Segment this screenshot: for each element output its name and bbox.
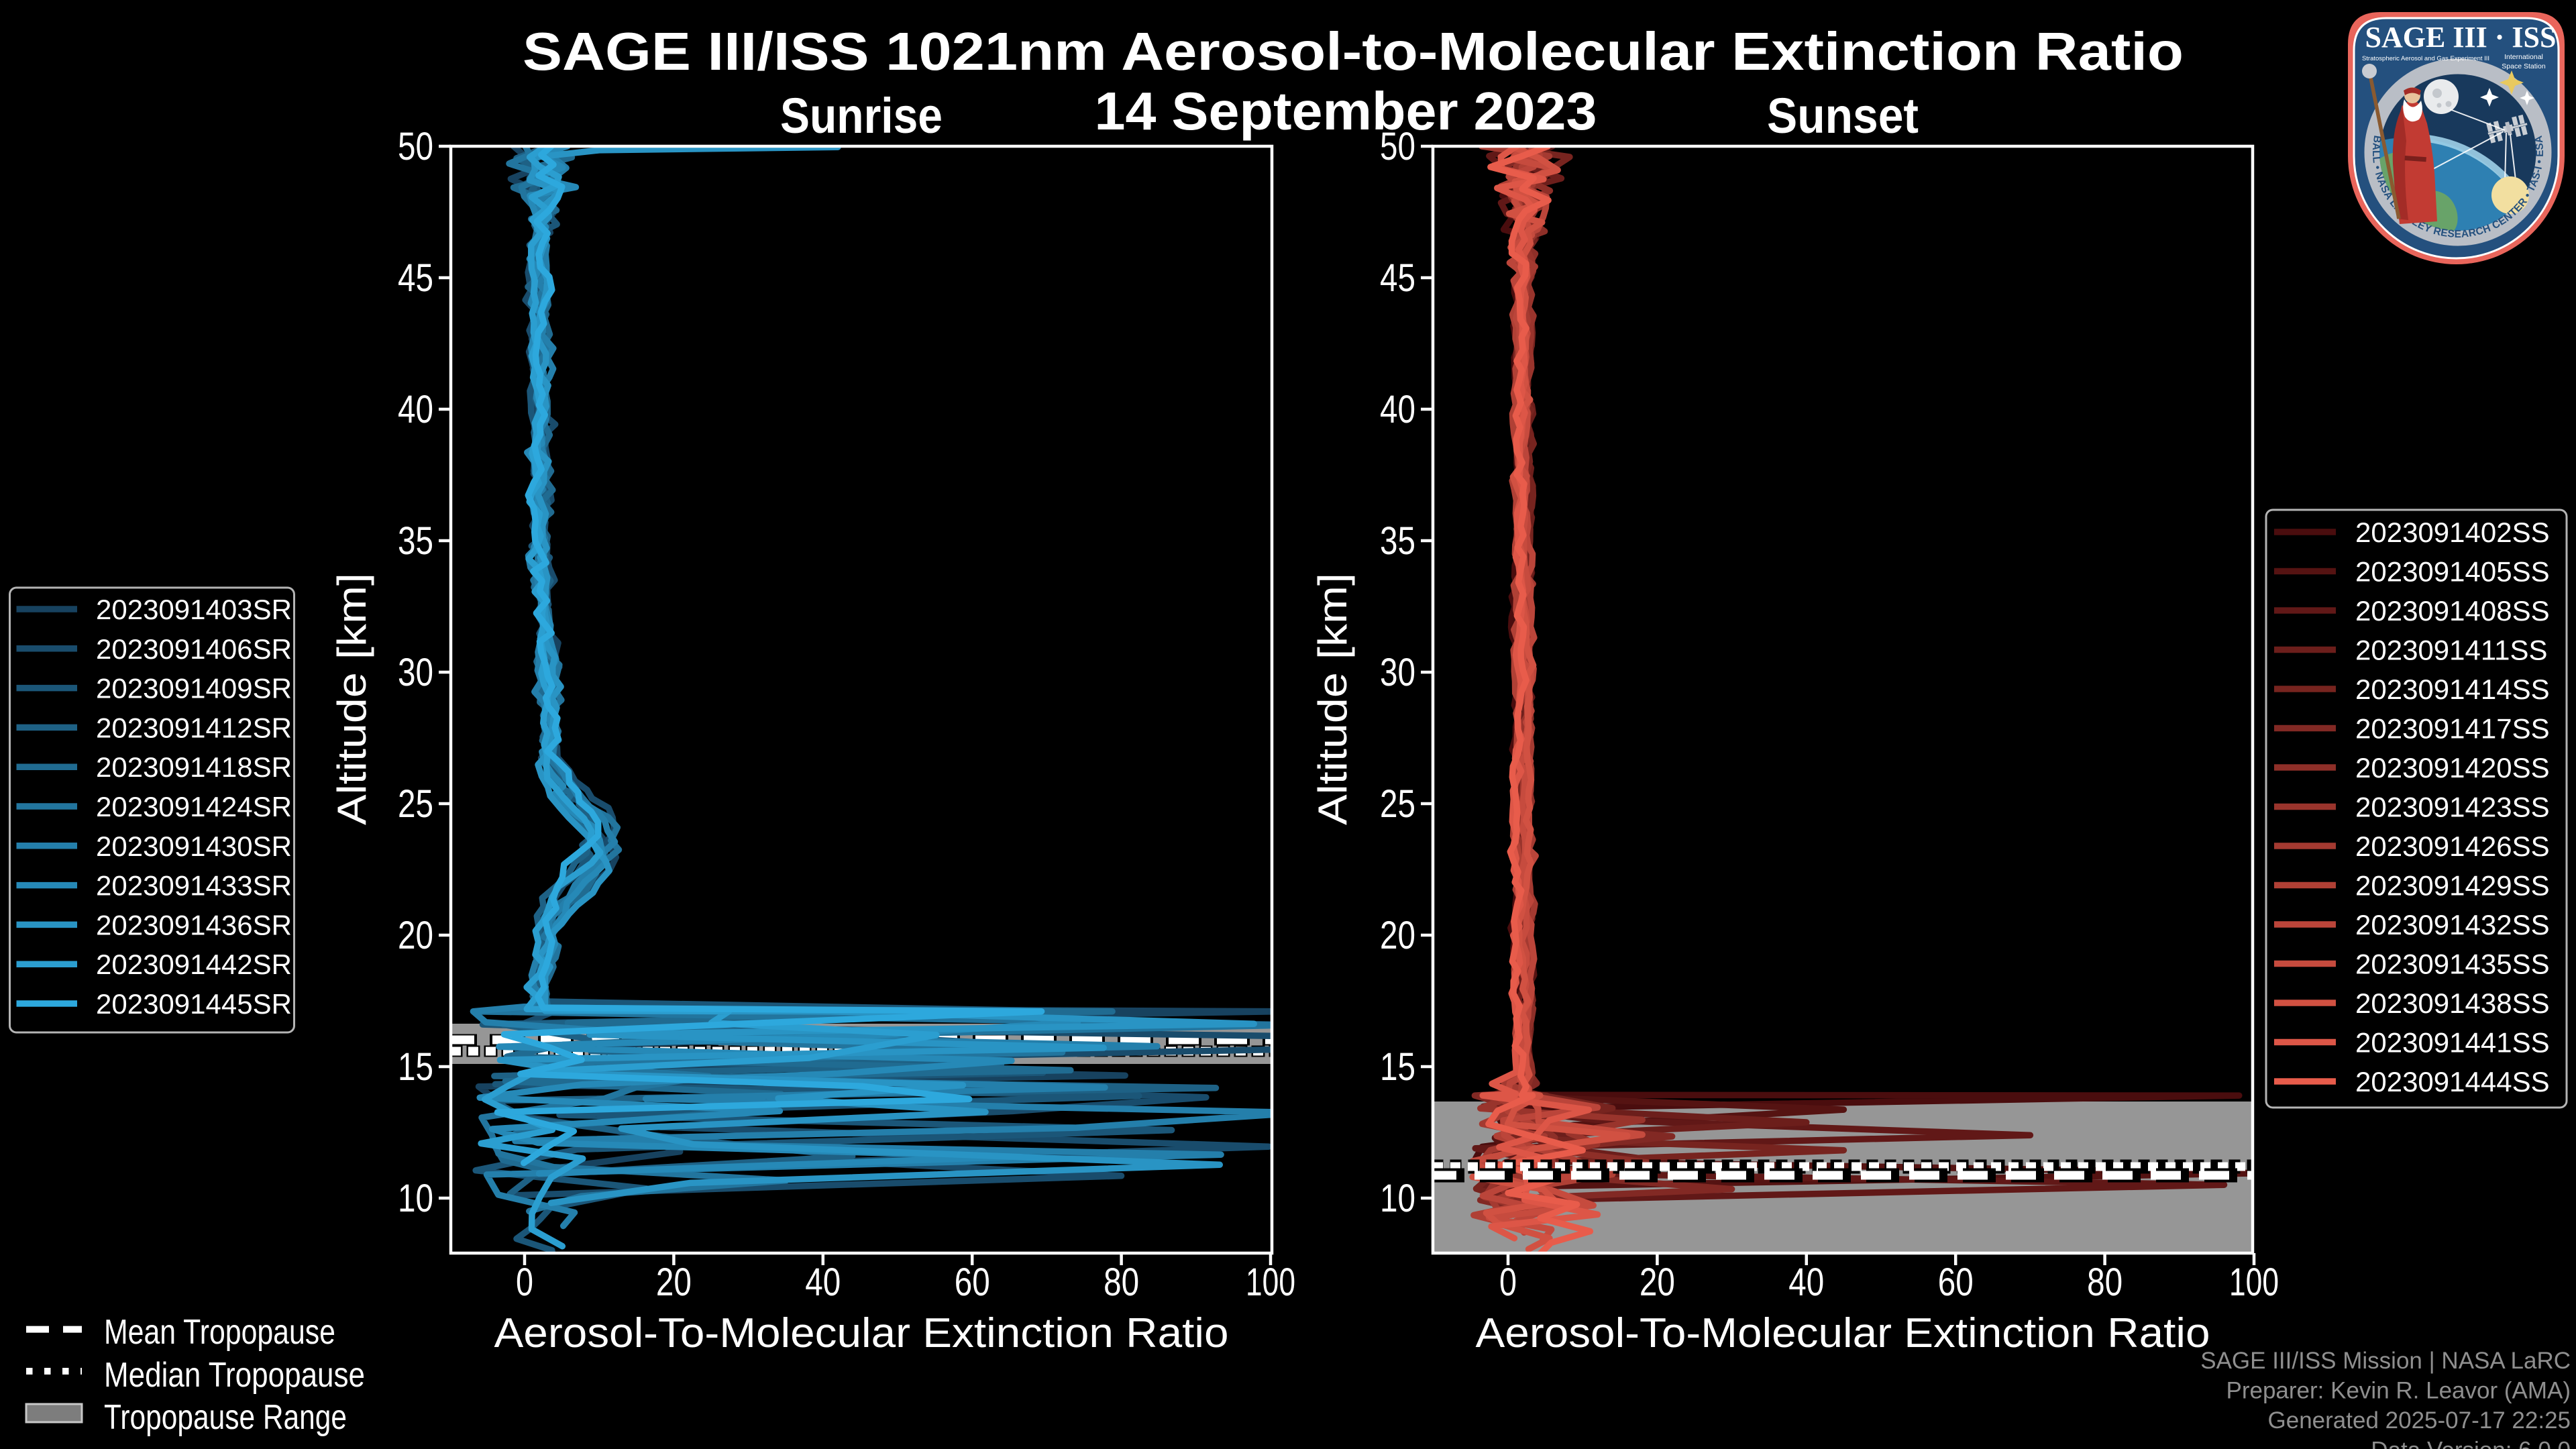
svg-text:2023091432SS: 2023091432SS	[2355, 909, 2550, 941]
svg-text:SAGE III/ISS 1021nm Aerosol-to: SAGE III/ISS 1021nm Aerosol-to-Molecular…	[523, 21, 2184, 81]
svg-text:40: 40	[398, 388, 433, 431]
svg-text:2023091405SS: 2023091405SS	[2355, 556, 2550, 588]
svg-text:2023091403SR: 2023091403SR	[96, 594, 292, 625]
svg-text:15: 15	[1380, 1045, 1415, 1089]
svg-text:25: 25	[398, 782, 433, 826]
svg-text:Median Tropopause: Median Tropopause	[104, 1356, 365, 1395]
svg-text:2023091445SR: 2023091445SR	[96, 988, 292, 1020]
svg-text:Altitude [km]: Altitude [km]	[329, 573, 374, 825]
svg-text:Data Version: 6.0.0: Data Version: 6.0.0	[2371, 1438, 2571, 1449]
svg-text:25: 25	[1380, 782, 1415, 826]
svg-text:2023091409SR: 2023091409SR	[96, 673, 292, 704]
svg-text:35: 35	[398, 519, 433, 563]
svg-text:2023091414SS: 2023091414SS	[2355, 674, 2550, 705]
svg-text:10: 10	[398, 1177, 433, 1220]
svg-text:2023091418SR: 2023091418SR	[96, 751, 292, 783]
svg-text:45: 45	[398, 256, 433, 300]
svg-text:2023091423SS: 2023091423SS	[2355, 792, 2550, 823]
svg-text:100: 100	[1246, 1260, 1295, 1304]
svg-text:Altitude [km]: Altitude [km]	[1310, 573, 1355, 825]
svg-text:40: 40	[1380, 388, 1415, 431]
svg-text:50: 50	[398, 125, 433, 168]
svg-text:International: International	[2504, 53, 2543, 61]
svg-text:2023091429SS: 2023091429SS	[2355, 870, 2550, 902]
svg-text:2023091435SS: 2023091435SS	[2355, 949, 2550, 980]
svg-text:Generated 2025-07-17 22:25: Generated 2025-07-17 22:25	[2268, 1407, 2571, 1434]
svg-text:20: 20	[1380, 914, 1415, 957]
svg-text:2023091438SS: 2023091438SS	[2355, 987, 2550, 1019]
svg-text:Preparer: Kevin R. Leavor (AMA: Preparer: Kevin R. Leavor (AMA)	[2226, 1378, 2571, 1404]
svg-text:SAGE III · ISS: SAGE III · ISS	[2365, 21, 2557, 54]
svg-text:2023091433SR: 2023091433SR	[96, 870, 292, 902]
svg-text:20: 20	[656, 1260, 692, 1304]
svg-text:2023091436SR: 2023091436SR	[96, 909, 292, 941]
svg-text:2023091412SR: 2023091412SR	[96, 712, 292, 743]
svg-text:Tropopause Range: Tropopause Range	[104, 1398, 347, 1437]
svg-text:35: 35	[1380, 519, 1415, 563]
svg-text:45: 45	[1380, 256, 1415, 300]
svg-text:30: 30	[398, 651, 433, 694]
svg-text:Sunset: Sunset	[1767, 88, 1919, 144]
svg-text:100: 100	[2229, 1260, 2279, 1304]
svg-text:40: 40	[805, 1260, 841, 1304]
svg-text:SAGE III/ISS Mission | NASA La: SAGE III/ISS Mission | NASA LaRC	[2200, 1348, 2571, 1374]
svg-text:15: 15	[398, 1045, 433, 1089]
svg-text:Sunrise: Sunrise	[780, 88, 943, 144]
svg-text:2023091408SS: 2023091408SS	[2355, 595, 2550, 627]
svg-text:30: 30	[1380, 651, 1415, 694]
svg-text:10: 10	[1380, 1177, 1415, 1220]
svg-text:2023091444SS: 2023091444SS	[2355, 1066, 2550, 1097]
svg-text:2023091424SR: 2023091424SR	[96, 791, 292, 822]
svg-text:Mean Tropopause: Mean Tropopause	[104, 1313, 335, 1352]
svg-text:2023091430SR: 2023091430SR	[96, 830, 292, 862]
svg-text:Space Station: Space Station	[2502, 62, 2546, 70]
svg-text:2023091411SS: 2023091411SS	[2355, 635, 2548, 666]
svg-text:2023091402SS: 2023091402SS	[2355, 517, 2550, 548]
svg-text:Aerosol-To-Molecular Extinctio: Aerosol-To-Molecular Extinction Ratio	[494, 1310, 1229, 1356]
svg-text:50: 50	[1380, 125, 1415, 168]
svg-text:Aerosol-To-Molecular Extinctio: Aerosol-To-Molecular Extinction Ratio	[1476, 1310, 2210, 1356]
svg-text:20: 20	[398, 914, 433, 957]
svg-text:20: 20	[1640, 1260, 1675, 1304]
svg-text:Stratospheric Aerosol and Gas: Stratospheric Aerosol and Gas Experiment…	[2362, 55, 2489, 62]
svg-text:40: 40	[1788, 1260, 1824, 1304]
svg-text:2023091442SR: 2023091442SR	[96, 949, 292, 980]
svg-text:80: 80	[2087, 1260, 2123, 1304]
svg-text:2023091441SS: 2023091441SS	[2355, 1027, 2550, 1059]
svg-text:2023091417SS: 2023091417SS	[2355, 713, 2550, 745]
svg-text:0: 0	[516, 1260, 533, 1304]
svg-text:60: 60	[955, 1260, 990, 1304]
svg-text:2023091406SR: 2023091406SR	[96, 633, 292, 665]
svg-text:2023091426SS: 2023091426SS	[2355, 830, 2550, 862]
svg-text:60: 60	[1938, 1260, 1974, 1304]
svg-text:80: 80	[1104, 1260, 1139, 1304]
svg-text:14 September 2023: 14 September 2023	[1095, 81, 1597, 141]
svg-text:0: 0	[1499, 1260, 1517, 1304]
svg-text:2023091420SS: 2023091420SS	[2355, 752, 2550, 784]
